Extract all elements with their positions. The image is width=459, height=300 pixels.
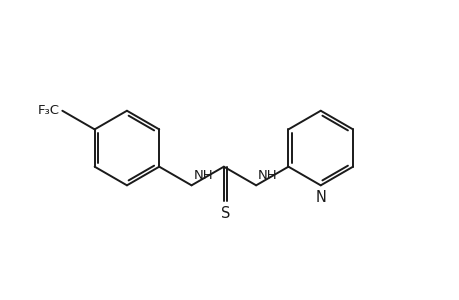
Text: NH: NH	[193, 169, 213, 182]
Text: F₃C: F₃C	[37, 104, 59, 117]
Text: NH: NH	[257, 169, 277, 182]
Text: S: S	[220, 206, 230, 221]
Text: N: N	[314, 190, 325, 205]
